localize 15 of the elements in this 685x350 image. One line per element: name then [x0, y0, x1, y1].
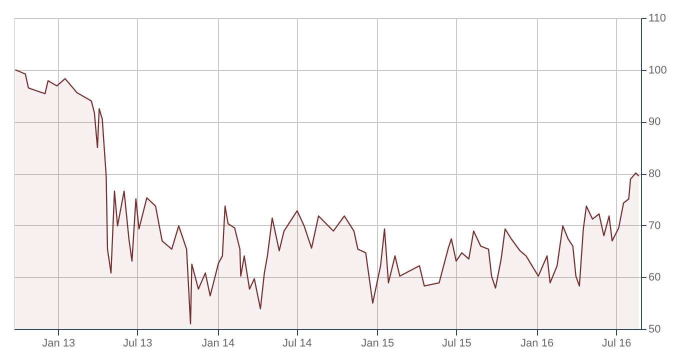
x-tick-label: Jan 14 [202, 338, 235, 350]
y-tick-label: 110 [648, 12, 666, 24]
y-tick-label: 60 [648, 272, 661, 284]
x-tick-label: Jul 14 [282, 338, 312, 350]
x-tick-label: Jan 15 [361, 338, 394, 350]
x-tick-label: Jul 13 [123, 338, 152, 350]
y-tick-label: 50 [648, 324, 661, 336]
x-tick-label: Jan 13 [42, 338, 76, 350]
y-tick-label: 80 [648, 168, 661, 180]
y-tick-label: 90 [648, 116, 661, 128]
y-tick-label: 100 [648, 64, 667, 76]
x-tick-label: Jan 16 [520, 338, 554, 350]
x-tick-label: Jul 15 [442, 338, 472, 350]
y-tick-label: 70 [648, 220, 661, 232]
x-tick-label: Jul 16 [602, 338, 632, 350]
